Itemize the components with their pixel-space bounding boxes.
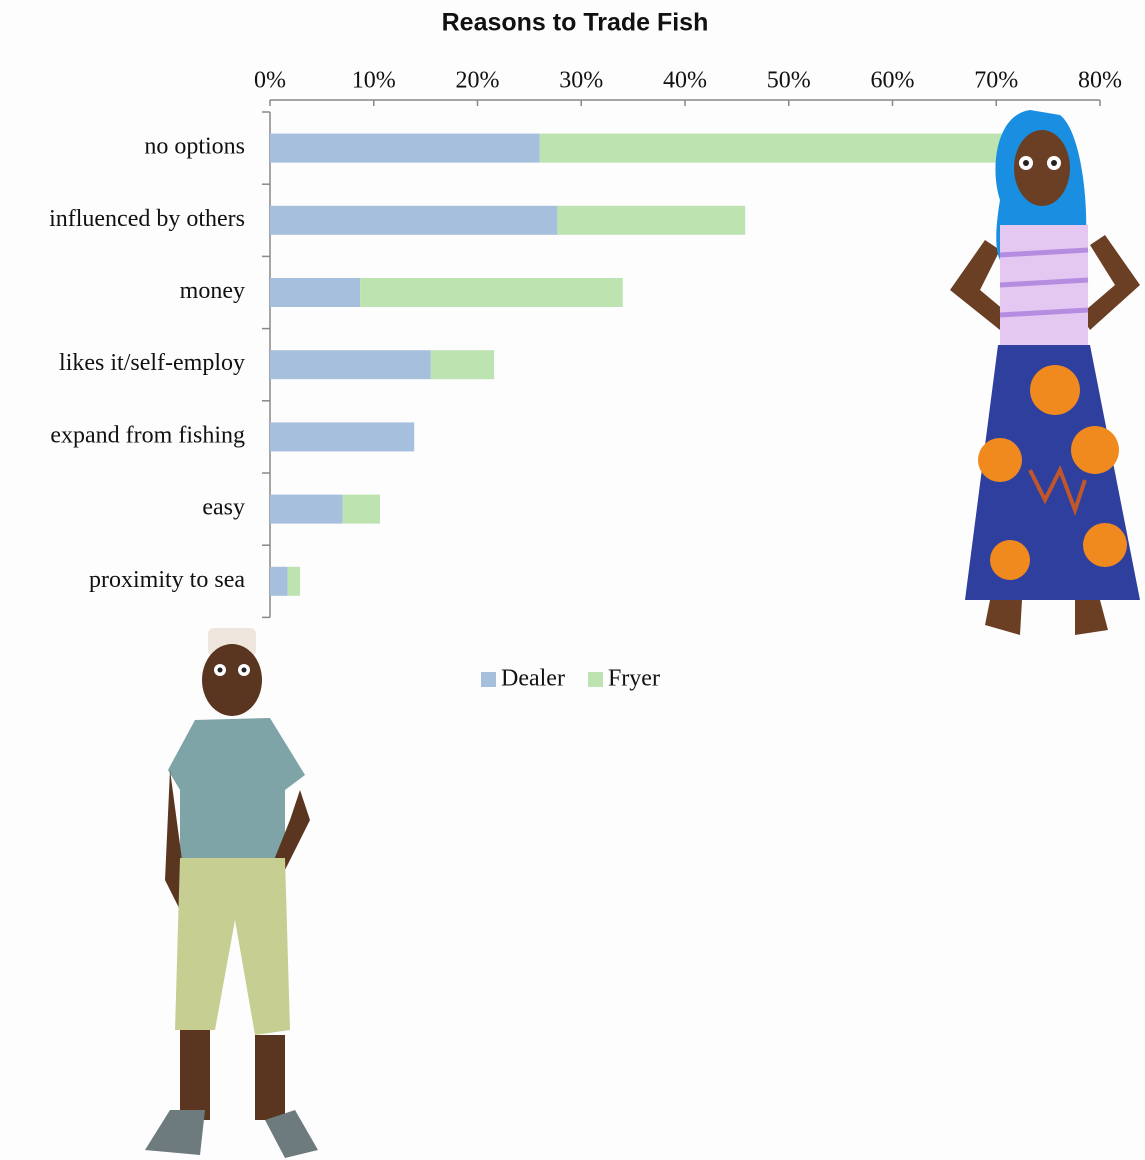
man-illustration bbox=[145, 628, 318, 1158]
y-tick-label: likes it/self-employ bbox=[59, 350, 245, 376]
x-tick-label: 0% bbox=[254, 68, 286, 94]
legend-item: Fryer bbox=[587, 666, 660, 692]
y-tick-label: proximity to sea bbox=[89, 567, 245, 593]
y-tick-label: easy bbox=[202, 495, 245, 521]
bar-segment bbox=[270, 205, 558, 235]
bar-segment bbox=[270, 350, 431, 380]
x-tick-label: 80% bbox=[1078, 68, 1122, 94]
bar-segment bbox=[342, 494, 380, 524]
x-tick-label: 20% bbox=[456, 68, 500, 94]
bar-segment bbox=[270, 566, 288, 596]
legend-label: Fryer bbox=[608, 666, 660, 692]
legend-item: Dealer bbox=[481, 666, 565, 692]
woman-illustration bbox=[950, 110, 1140, 635]
bar-segment bbox=[270, 278, 361, 307]
y-tick-label: influenced by others bbox=[49, 206, 245, 232]
bar-segment bbox=[270, 133, 540, 163]
y-tick-label: money bbox=[180, 278, 245, 304]
bar-segment bbox=[287, 566, 301, 596]
x-tick-label: 60% bbox=[871, 68, 915, 94]
bar-segment bbox=[270, 422, 415, 452]
x-tick-label: 40% bbox=[663, 68, 707, 94]
x-tick-label: 10% bbox=[352, 68, 396, 94]
x-tick-label: 30% bbox=[559, 68, 603, 94]
chart-title: Reasons to Trade Fish bbox=[442, 9, 709, 37]
bar-segment bbox=[539, 133, 1017, 163]
bar-segment bbox=[430, 350, 495, 380]
x-tick-label: 50% bbox=[767, 68, 811, 94]
bar-segment bbox=[557, 205, 746, 235]
y-tick-label: expand from fishing bbox=[50, 422, 245, 448]
bar-segment bbox=[270, 494, 343, 524]
legend-swatch bbox=[587, 672, 603, 687]
y-tick-label: no options bbox=[144, 134, 245, 160]
x-tick-label: 70% bbox=[974, 68, 1018, 94]
legend-label: Dealer bbox=[501, 666, 565, 692]
bar-segment bbox=[360, 278, 623, 307]
plot: 0% 10% 20% 30% 40% 50% 60% 70% 80% no options infl… bbox=[49, 68, 1122, 692]
legend-swatch bbox=[481, 672, 496, 687]
